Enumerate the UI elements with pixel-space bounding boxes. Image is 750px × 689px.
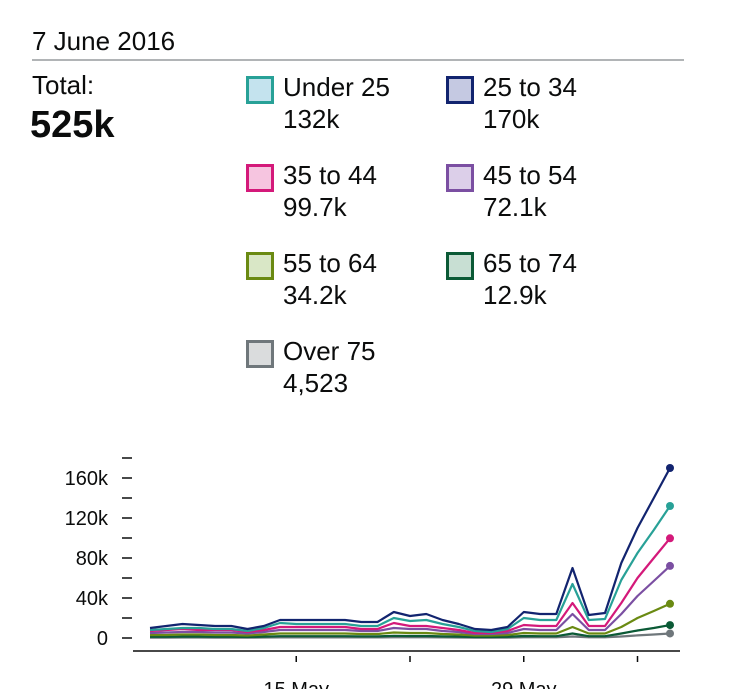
series-end-point <box>666 502 674 510</box>
legend-value: 72.1k <box>483 192 547 222</box>
total-label: Total: <box>32 70 95 100</box>
series-end-point <box>666 629 674 638</box>
series-end-point <box>666 464 674 472</box>
x-tick-label: 29 May <box>491 679 557 689</box>
series-end-point <box>666 599 674 608</box>
total-value: 525k <box>30 104 115 146</box>
y-tick-label: 120k <box>65 508 109 530</box>
series-line <box>149 467 671 632</box>
y-tick-label: 0 <box>97 628 108 650</box>
legend-value: 12.9k <box>483 280 547 310</box>
y-tick-label: 160k <box>65 468 109 490</box>
legend-item-under-25[interactable]: Under 25 132k <box>246 72 436 138</box>
legend-swatch-45-to-54 <box>446 164 474 192</box>
y-tick-label: 80k <box>76 548 109 570</box>
legend-name: 35 to 44 <box>283 160 377 190</box>
legend-item-65-to-74[interactable]: 65 to 74 12.9k <box>446 248 636 314</box>
legend-item-45-to-54[interactable]: 45 to 54 72.1k <box>446 160 636 226</box>
legend-value: 4,523 <box>283 368 349 398</box>
legend-swatch-35-to-44 <box>246 164 274 192</box>
y-tick-label: 40k <box>76 588 109 610</box>
legend-item-25-to-34[interactable]: 25 to 34 170k <box>446 72 636 138</box>
legend-name: 65 to 74 <box>483 248 577 278</box>
legend-value: 99.7k <box>283 192 347 222</box>
legend-value: 170k <box>483 104 540 134</box>
legend-name: 45 to 54 <box>483 160 577 190</box>
series-line <box>150 602 671 637</box>
date-divider <box>32 59 684 61</box>
series-line <box>150 624 671 639</box>
legend-swatch-over-75 <box>246 340 274 368</box>
legend-value: 34.2k <box>283 280 347 310</box>
legend-swatch-65-to-74 <box>446 252 474 280</box>
legend-name: Under 25 <box>283 72 390 102</box>
legend-value: 132k <box>283 104 340 134</box>
legend-item-35-to-44[interactable]: 35 to 44 99.7k <box>246 160 436 226</box>
legend-swatch-under-25 <box>246 76 274 104</box>
date-label: 7 June 2016 <box>32 26 176 56</box>
legend-swatch-25-to-34 <box>446 76 474 104</box>
x-tick-label: 15 May <box>263 679 329 689</box>
series-end-point <box>666 561 674 570</box>
legend-item-over-75[interactable]: Over 75 4,523 <box>246 336 436 402</box>
legend-item-55-to-64[interactable]: 55 to 64 34.2k <box>246 248 436 314</box>
series-end-point <box>666 534 674 543</box>
series-line <box>149 505 671 634</box>
legend-swatch-55-to-64 <box>246 252 274 280</box>
age-line-chart: 0 40k 80k 120k 160k 15 May 29 May <box>65 457 680 689</box>
series-end-point <box>666 621 674 630</box>
legend-name: 55 to 64 <box>283 248 377 278</box>
series-line <box>149 565 671 636</box>
legend-name: Over 75 <box>283 336 376 366</box>
legend-name: 25 to 34 <box>483 72 577 102</box>
